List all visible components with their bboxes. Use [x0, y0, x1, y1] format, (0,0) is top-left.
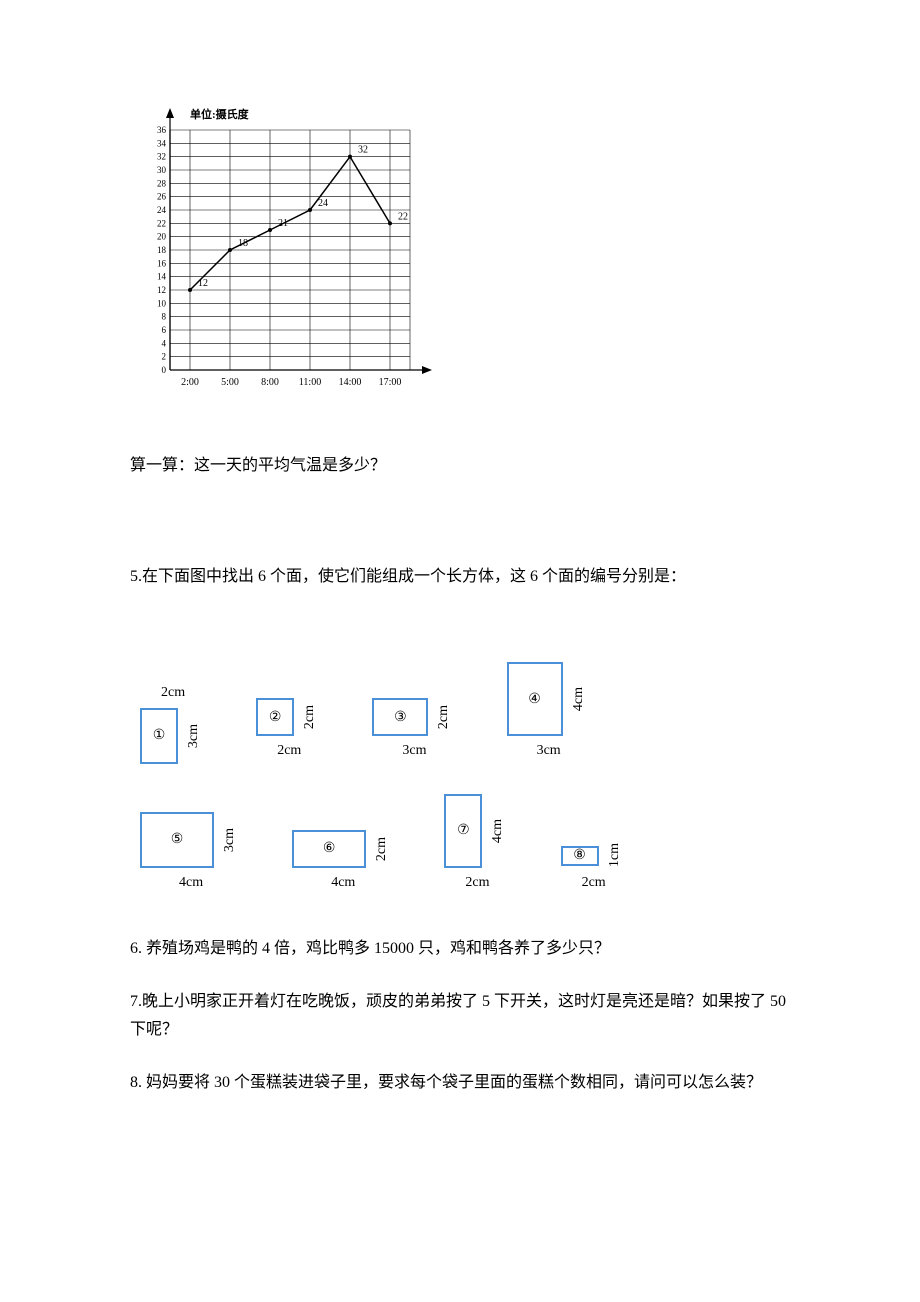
svg-text:30: 30: [157, 165, 167, 175]
shape-3: ③2cm3cm: [372, 698, 456, 763]
svg-text:12: 12: [157, 285, 166, 295]
svg-text:28: 28: [157, 178, 167, 188]
shape-bottom-label: 2cm: [465, 870, 489, 895]
svg-text:24: 24: [157, 205, 167, 215]
svg-text:6: 6: [162, 325, 167, 335]
svg-text:16: 16: [157, 258, 167, 268]
svg-text:8: 8: [162, 312, 167, 322]
svg-text:26: 26: [157, 192, 167, 202]
shape-box: ⑧: [561, 846, 599, 866]
svg-text:22: 22: [398, 211, 408, 222]
shape-side-label: 4cm: [485, 819, 510, 843]
shape-side-label: 3cm: [217, 828, 242, 852]
svg-text:32: 32: [358, 145, 368, 156]
svg-text:10: 10: [157, 298, 167, 308]
shape-5: ⑤3cm 4cm: [140, 812, 242, 895]
svg-text:4: 4: [162, 338, 167, 348]
svg-text:单位:摄氏度: 单位:摄氏度: [190, 107, 250, 121]
shape-6: ⑥2cm 4cm: [292, 830, 394, 895]
shapes-row-1: 2cm①3cm②2cm2cm③2cm3cm④4cm3cm: [130, 662, 790, 763]
svg-text:14:00: 14:00: [339, 377, 362, 388]
svg-text:32: 32: [157, 152, 166, 162]
shape-side-label: 1cm: [602, 843, 627, 867]
svg-text:14: 14: [157, 272, 167, 282]
svg-text:21: 21: [278, 218, 288, 229]
svg-text:24: 24: [318, 198, 328, 209]
shape-box: ⑦: [444, 794, 482, 868]
question-7: 7.晚上小明家正开着灯在吃晚饭，顽皮的弟弟按了 5 下开关，这时灯是亮还是暗？如…: [130, 988, 790, 1046]
svg-text:18: 18: [238, 238, 248, 249]
shape-8: ⑧1cm 2cm: [561, 843, 627, 894]
svg-text:0: 0: [162, 365, 167, 375]
shape-side-label: 2cm: [369, 837, 394, 861]
shape-box: ②: [256, 698, 294, 736]
shape-side-label: 4cm: [566, 687, 591, 711]
question-5: 5.在下面图中找出 6 个面，使它们能组成一个长方体，这 6 个面的编号分别是：: [130, 551, 790, 602]
chart-svg: 单位:摄氏度0246810121416182022242628303234362…: [130, 100, 440, 400]
shape-top-label: 2cm: [161, 680, 185, 705]
svg-text:8:00: 8:00: [261, 377, 279, 388]
question-8: 8. 妈妈要将 30 个蛋糕装进袋子里，要求每个袋子里面的蛋糕个数相同，请问可以…: [130, 1069, 790, 1098]
shape-side-label: 2cm: [431, 705, 456, 729]
shape-bottom-label: 4cm: [331, 870, 355, 895]
svg-text:5:00: 5:00: [221, 377, 239, 388]
shape-box: ⑤: [140, 812, 214, 868]
svg-text:2: 2: [162, 352, 167, 362]
shape-bottom-label: 3cm: [537, 738, 561, 763]
shape-bottom-label: 3cm: [402, 738, 426, 763]
shape-side-label: 2cm: [297, 705, 322, 729]
shapes-row-2: ⑤3cm4cm⑥2cm4cm⑦4cm2cm⑧1cm2cm: [130, 794, 790, 895]
shape-side-label: 3cm: [181, 724, 206, 748]
shape-bottom-label: 2cm: [277, 738, 301, 763]
svg-text:17:00: 17:00: [379, 377, 402, 388]
shape-1: 2cm ①3cm: [140, 680, 206, 763]
svg-text:18: 18: [157, 245, 167, 255]
shape-4: ④4cm 3cm: [507, 662, 591, 763]
question-6: 6. 养殖场鸡是鸭的 4 倍，鸡比鸭多 15000 只，鸡和鸭各养了多少只？: [130, 935, 790, 964]
shape-box: ①: [140, 708, 178, 764]
temperature-chart: 单位:摄氏度0246810121416182022242628303234362…: [130, 100, 790, 400]
svg-text:12: 12: [198, 278, 208, 289]
svg-text:11:00: 11:00: [299, 377, 321, 388]
shape-bottom-label: 2cm: [582, 870, 606, 895]
shape-box: ③: [372, 698, 428, 736]
shape-2: ②2cm 2cm: [256, 698, 322, 763]
shape-box: ⑥: [292, 830, 366, 868]
question-4-followup: 算一算：这一天的平均气温是多少？: [130, 440, 790, 491]
shape-box: ④: [507, 662, 563, 736]
shape-bottom-label: 4cm: [179, 870, 203, 895]
svg-text:34: 34: [157, 138, 167, 148]
svg-text:2:00: 2:00: [181, 377, 199, 388]
svg-text:36: 36: [157, 125, 167, 135]
svg-text:20: 20: [157, 232, 167, 242]
svg-text:22: 22: [157, 218, 166, 228]
shapes-diagram: 2cm①3cm②2cm2cm③2cm3cm④4cm3cm ⑤3cm4cm⑥2cm…: [130, 662, 790, 894]
shape-7: ⑦4cm 2cm: [444, 794, 510, 895]
